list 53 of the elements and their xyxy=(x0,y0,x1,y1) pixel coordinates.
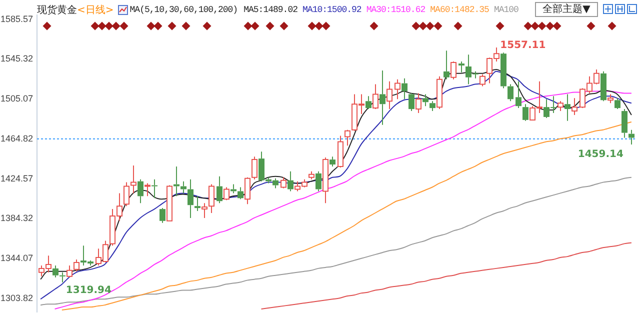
candlestick xyxy=(230,184,236,194)
candlestick xyxy=(288,170,294,192)
y-tick-label: 1424.57 xyxy=(0,173,33,184)
candlestick xyxy=(458,61,464,73)
candlestick xyxy=(60,272,66,283)
candlestick xyxy=(366,96,372,110)
candlestick xyxy=(160,208,166,224)
candlestick xyxy=(614,98,620,110)
text: MA100 xyxy=(494,5,518,15)
annotation: 1459.14 xyxy=(578,149,624,160)
candlestick xyxy=(600,70,606,102)
line-series xyxy=(40,176,632,306)
candlestick xyxy=(238,186,244,200)
y-tick-label: 1464.82 xyxy=(0,133,33,144)
candlestick xyxy=(508,84,514,102)
candlestick xyxy=(216,176,222,204)
y-tick-label: 1505.07 xyxy=(0,94,33,104)
candlestick xyxy=(564,94,570,122)
annotation: MA(5,10,30,60,100,200) xyxy=(130,5,238,15)
text: MA5:1489.02 xyxy=(244,5,298,15)
annotation: 1557.11 xyxy=(500,40,546,52)
candlestick xyxy=(138,178,144,204)
y-tick-label: 1344.07 xyxy=(0,252,33,263)
candlestick xyxy=(194,196,200,212)
candlestick xyxy=(516,80,522,109)
candlestick xyxy=(52,264,58,278)
candlestick xyxy=(444,50,450,80)
y-tick-label: 1384.32 xyxy=(0,213,33,224)
candlestick xyxy=(422,94,428,107)
chart-subtitle: <日线> xyxy=(77,4,114,17)
candlestick xyxy=(622,108,628,138)
candlestick xyxy=(430,100,436,112)
chart-title: 现货黄金 xyxy=(37,4,77,17)
candlestick xyxy=(330,156,336,167)
candlestick xyxy=(174,166,180,197)
annotation: 1319.94 xyxy=(66,284,112,296)
candlestick xyxy=(408,92,414,112)
y-tick-label: 1585.57 xyxy=(0,14,33,24)
candlestick xyxy=(628,129,634,146)
candlestick xyxy=(402,78,408,100)
candlestick xyxy=(316,170,322,192)
text: MA30:1510.62 xyxy=(366,5,426,15)
candlestick xyxy=(522,104,528,122)
y-tick-label: 1545.32 xyxy=(0,54,33,64)
annotation: 全部主题▼ xyxy=(535,2,598,17)
candlestick xyxy=(380,70,386,126)
y-tick-label: 1303.82 xyxy=(0,292,33,303)
text: MA10:1500.92 xyxy=(302,5,362,15)
line-series xyxy=(260,242,632,310)
candlestick xyxy=(188,178,194,218)
text: MA60:1482.35 xyxy=(430,5,489,15)
candlestick xyxy=(152,178,158,199)
candlestick xyxy=(500,52,506,89)
